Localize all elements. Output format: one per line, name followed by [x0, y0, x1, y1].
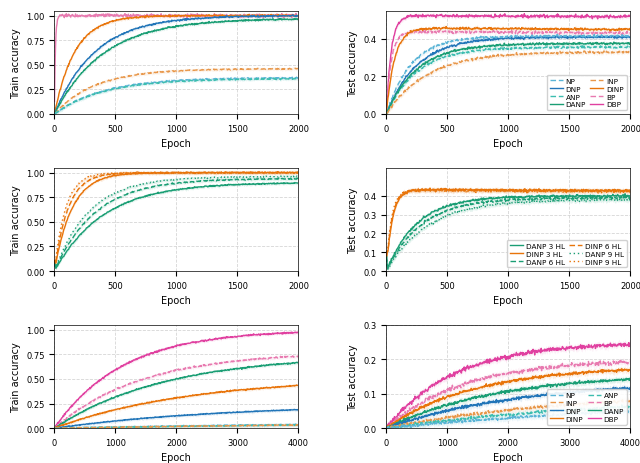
Y-axis label: Test accuracy: Test accuracy	[348, 187, 358, 253]
Legend: NP, INP, DNP, DINP, ANP, BP, DANP, DBP: NP, INP, DNP, DINP, ANP, BP, DANP, DBP	[547, 389, 627, 425]
Y-axis label: Test accuracy: Test accuracy	[348, 344, 358, 410]
X-axis label: Epoch: Epoch	[493, 139, 524, 149]
X-axis label: Epoch: Epoch	[493, 296, 524, 306]
X-axis label: Epoch: Epoch	[161, 139, 191, 149]
Y-axis label: Test accuracy: Test accuracy	[348, 30, 358, 96]
Legend: NP, DNP, ANP, DANP, INP, DINP, BP, DBP: NP, DNP, ANP, DANP, INP, DINP, BP, DBP	[547, 76, 627, 111]
X-axis label: Epoch: Epoch	[161, 452, 191, 463]
Y-axis label: Train accuracy: Train accuracy	[11, 341, 20, 412]
Legend: DANP 3 HL, DINP 3 HL, DANP 6 HL, DINP 6 HL, DANP 9 HL, DINP 9 HL: DANP 3 HL, DINP 3 HL, DANP 6 HL, DINP 6 …	[507, 240, 627, 268]
Y-axis label: Train accuracy: Train accuracy	[11, 185, 20, 255]
Y-axis label: Train accuracy: Train accuracy	[11, 28, 20, 99]
X-axis label: Epoch: Epoch	[161, 296, 191, 306]
X-axis label: Epoch: Epoch	[493, 452, 524, 463]
